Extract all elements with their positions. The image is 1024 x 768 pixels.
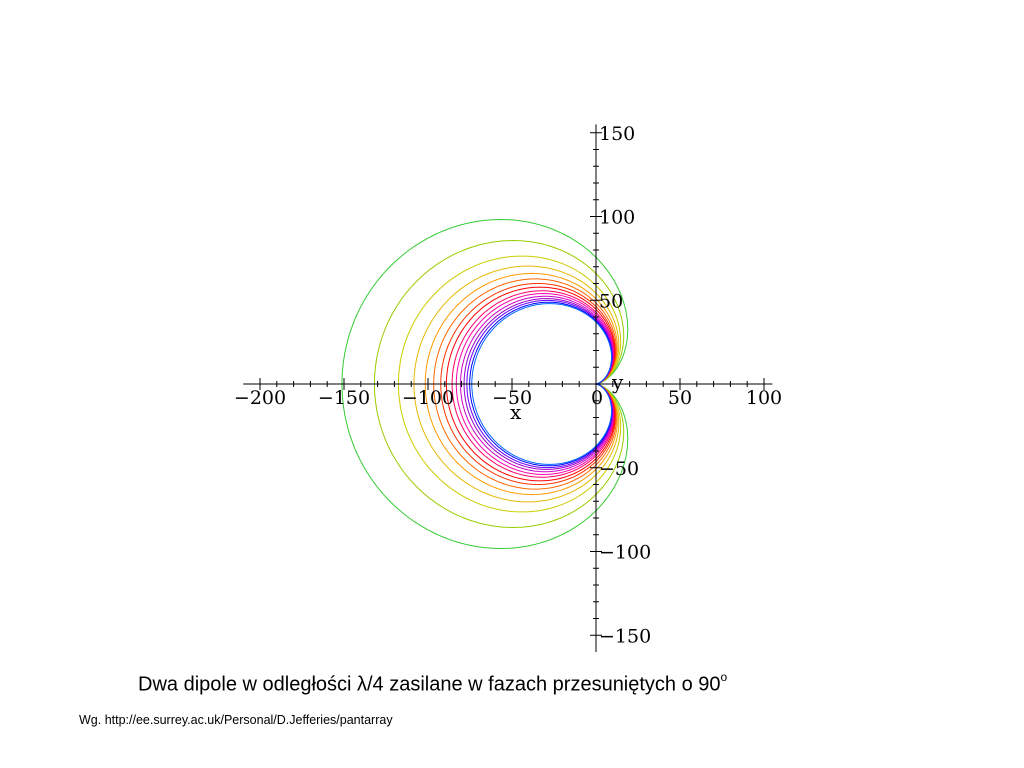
x-axis-label: x: [510, 400, 522, 424]
x-tick-label: −150: [318, 387, 370, 409]
y-tick-label: 150: [599, 123, 635, 145]
x-tick-label: −50: [492, 387, 532, 409]
source-note: Wg. http://ee.surrey.ac.uk/Personal/D.Je…: [79, 713, 393, 727]
caption-degree-superscript: o: [720, 670, 728, 684]
y-tick-label: −50: [599, 458, 639, 480]
y-tick-label: −100: [599, 542, 651, 564]
x-tick-label: 100: [746, 387, 782, 409]
x-tick-label: 50: [668, 387, 692, 409]
tick-labels: −200 −150 −100 −50 50 100 150 100 50 −50 −100 −150: [234, 123, 782, 648]
figure-caption: Dwa dipole w odległości λ/4 zasilane w f…: [138, 670, 728, 697]
contour-plot: −200 −150 −100 −50 50 10015010050−50−100−150 …: [234, 123, 782, 652]
caption-text: Dwa dipole w odległości λ/4 zasilane w f…: [138, 673, 721, 696]
y-tick-label: 100: [599, 207, 635, 229]
tick-marks: [259, 132, 765, 636]
x-tick-label: −100: [402, 387, 454, 409]
origin-label: 0: [591, 387, 603, 409]
y-tick-label: 50: [599, 290, 623, 312]
x-tick-label: −200: [234, 387, 286, 409]
y-tick-label: −150: [599, 625, 651, 647]
y-axis-label: y: [611, 370, 624, 394]
